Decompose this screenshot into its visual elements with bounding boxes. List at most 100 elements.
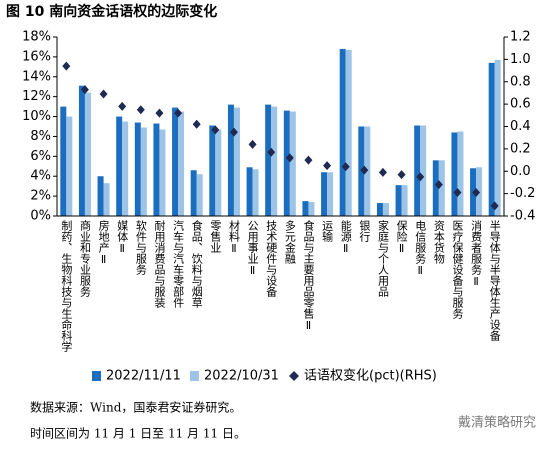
source: 数据来源：Wind，国泰君安证券研究。 <box>30 400 241 415</box>
bar <box>395 185 402 216</box>
x-tick-label: 电信服务Ⅱ <box>414 220 427 277</box>
y-tick-label: 12% <box>22 89 51 104</box>
y2-tick-label: 0.6 <box>510 97 531 112</box>
bar <box>60 106 67 216</box>
bar <box>414 125 421 216</box>
y2-tick-label: 1.0 <box>510 52 531 67</box>
x-tick-label: 消费者服务Ⅱ <box>470 219 483 288</box>
bar <box>172 107 179 216</box>
bar <box>382 203 389 216</box>
marker <box>155 108 164 118</box>
bar <box>327 172 334 216</box>
marker <box>80 85 89 95</box>
bar <box>457 131 464 216</box>
bar <box>178 111 185 216</box>
y-tick-label: 2% <box>30 189 51 204</box>
bar <box>302 201 309 216</box>
bar <box>196 174 203 216</box>
marker <box>397 170 406 180</box>
bar <box>153 123 160 216</box>
x-tick-label: 食品与主要用品零售Ⅱ <box>302 219 315 332</box>
y2-tick-label: 0.8 <box>510 74 531 89</box>
y-tick-label: 0% <box>30 209 51 224</box>
marker <box>192 119 201 129</box>
marker <box>136 105 145 115</box>
bar <box>252 169 259 216</box>
bar <box>116 116 123 216</box>
bar <box>134 122 141 216</box>
bar <box>209 125 216 216</box>
y2-tick-label: 0.4 <box>510 119 531 134</box>
bar <box>420 125 427 216</box>
marker <box>378 167 387 177</box>
legend-label: 2022/11/11 <box>106 369 181 384</box>
bar <box>103 183 110 216</box>
marker <box>472 188 481 198</box>
bar <box>159 129 166 216</box>
note: 时间区间为 11 月 1 日至 11 月 11 日。 <box>30 427 246 441</box>
bar <box>438 160 445 216</box>
x-tick-label: 软件与服务 <box>134 219 147 275</box>
y-tick-label: 4% <box>30 169 51 184</box>
x-tick-label: 食品、饮料与烟草 <box>190 219 203 308</box>
chart-title: 图 10 南向资金话语权的边际变化 <box>6 3 217 20</box>
x-tick-label: 医疗保健设备与服务 <box>451 220 464 319</box>
bar <box>215 129 222 216</box>
marker <box>434 180 443 190</box>
x-tick-label: 能源Ⅱ <box>339 219 352 255</box>
legend-swatch <box>190 371 199 381</box>
x-tick-label: 半导体与半导体生产设备 <box>488 219 501 342</box>
watermark: 戴清策略研究 <box>458 415 536 431</box>
x-tick-label: 家庭与个人用品 <box>376 219 389 297</box>
legend-label: 2022/10/31 <box>204 369 279 384</box>
y-tick-label: 10% <box>22 109 51 124</box>
y-tick-label: 18% <box>22 30 51 45</box>
marker <box>229 127 238 137</box>
marker <box>323 161 332 171</box>
bar <box>233 107 240 216</box>
bar <box>271 106 278 216</box>
x-tick-label: 制药、生物科技与生命科学 <box>60 220 73 352</box>
y-tick-label: 14% <box>22 69 51 84</box>
x-tick-label: 商业和专业服务 <box>78 219 91 297</box>
y2-tick-label: 0.0 <box>510 164 531 179</box>
bar <box>345 49 352 216</box>
y2-tick-label: -0.4 <box>510 209 535 224</box>
bar <box>321 172 328 216</box>
bar <box>376 203 383 216</box>
marker <box>490 201 499 211</box>
bar <box>227 104 234 216</box>
marker <box>174 108 183 118</box>
bar <box>265 104 272 216</box>
y-tick-label: 6% <box>30 149 51 164</box>
marker <box>453 188 462 198</box>
x-tick-label: 保险Ⅱ <box>395 219 408 255</box>
x-tick-label: 材料Ⅱ <box>227 219 240 255</box>
x-tick-label: 运输 <box>321 220 334 243</box>
bar <box>488 62 495 216</box>
marker <box>62 61 71 71</box>
bar <box>66 116 73 216</box>
x-tick-label: 公用事业Ⅱ <box>246 220 259 277</box>
y2-tick-label: 0.2 <box>510 141 531 156</box>
bar <box>78 85 85 216</box>
bar <box>246 167 253 216</box>
x-tick-label: 媒体Ⅱ <box>116 220 129 255</box>
y2-tick-label: -0.2 <box>510 186 535 201</box>
legend-label: 话语权变化(pct)(RHS) <box>304 368 437 384</box>
marker <box>99 89 108 99</box>
marker <box>285 153 294 163</box>
bar <box>97 176 104 216</box>
bar <box>308 202 315 216</box>
bar <box>494 59 501 216</box>
x-tick-label: 技术硬件与设备 <box>265 220 278 298</box>
bar <box>339 48 346 216</box>
marker <box>118 101 127 111</box>
legend-swatch <box>289 371 299 381</box>
x-tick-label: 耐用消费品与服装 <box>153 220 166 309</box>
x-tick-label: 汽车与汽车零部件 <box>172 219 185 309</box>
x-tick-label: 多元金融 <box>283 219 296 265</box>
marker <box>211 125 220 135</box>
bar <box>401 185 408 216</box>
